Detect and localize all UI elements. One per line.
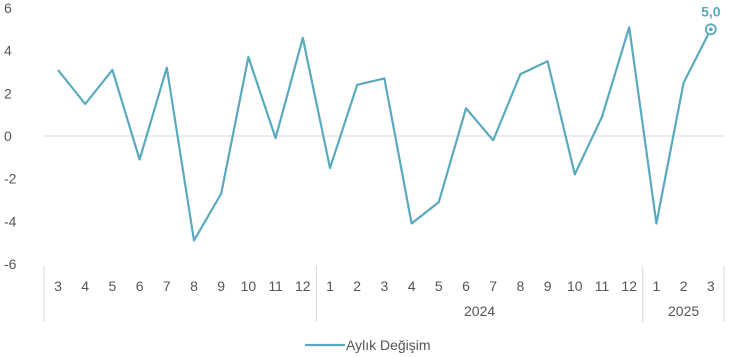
x-tick-label: 7 [489,278,497,294]
x-tick-label: 10 [567,278,583,294]
x-tick-label: 10 [241,278,257,294]
x-tick-label: 2 [353,278,361,294]
x-tick-label: 6 [462,278,470,294]
y-tick-label: -2 [4,171,17,187]
x-tick-label: 12 [621,278,637,294]
x-tick-label: 7 [163,278,171,294]
x-tick-label: 6 [136,278,144,294]
x-tick-label: 4 [81,278,89,294]
x-tick-label: 5 [435,278,443,294]
y-tick-label: -4 [4,213,17,229]
year-label: 2025 [668,303,699,319]
legend-label: Aylık Değişim [346,337,431,353]
x-tick-label: 3 [707,278,715,294]
x-tick-label: 11 [595,278,610,294]
y-tick-label: 0 [4,128,12,144]
x-tick-label: 8 [190,278,198,294]
y-tick-label: 4 [4,43,12,59]
x-tick-label: 5 [109,278,117,294]
x-tick-label: 11 [268,278,283,294]
x-tick-label: 1 [326,278,334,294]
data-label: 5,0 [701,3,721,19]
y-tick-label: 2 [4,85,12,101]
year-label: 2024 [464,303,495,319]
x-tick-label: 8 [517,278,525,294]
x-tick-label: 2 [680,278,688,294]
highlight-marker-dot [709,27,713,32]
y-tick-label: 6 [4,0,12,16]
x-tick-label: 4 [408,278,416,294]
x-tick-label: 3 [54,278,62,294]
x-tick-label: 9 [217,278,225,294]
y-tick-label: -6 [4,256,17,272]
series-line [57,26,712,242]
x-tick-label: 9 [544,278,552,294]
x-tick-label: 3 [381,278,389,294]
x-tick-label: 12 [295,278,311,294]
x-tick-label: 1 [653,278,661,294]
